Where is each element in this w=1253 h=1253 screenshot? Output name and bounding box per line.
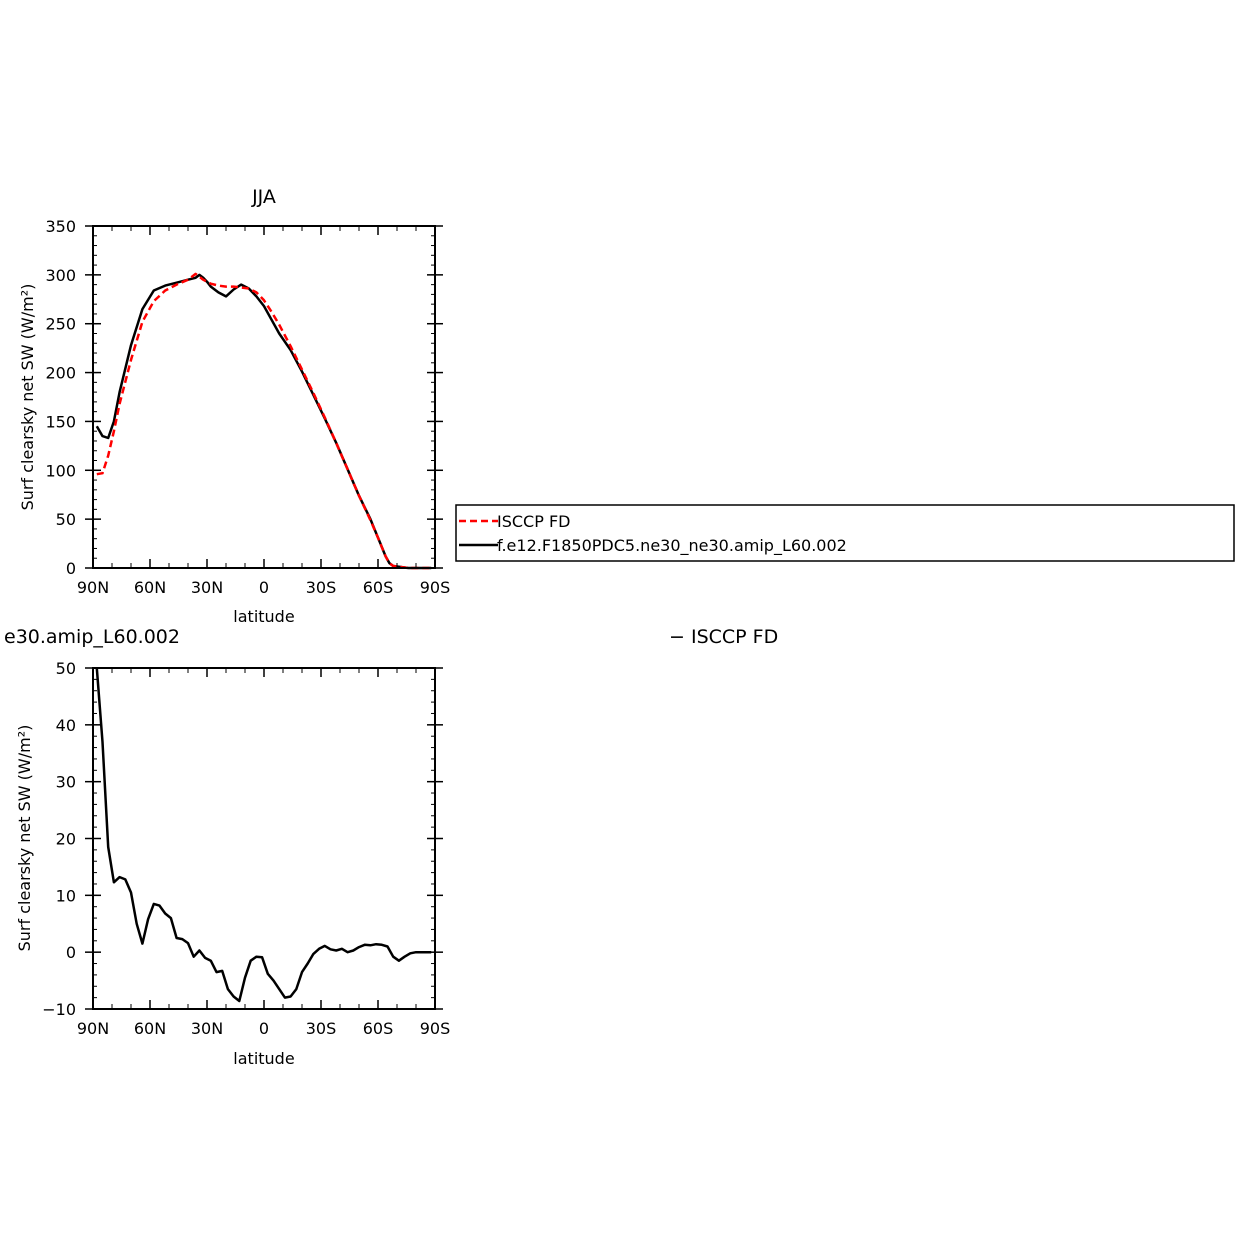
y-tick-label: 10 [56, 886, 76, 905]
chart-bottom-title: e30.amip_L60.002 [4, 626, 180, 648]
y-tick-label: 50 [56, 510, 76, 529]
x-tick-label: 30N [191, 578, 223, 597]
chart-bottom-series-layer [95, 667, 432, 1003]
x-tick-label: 60S [363, 578, 394, 597]
x-tick-label: 90S [420, 578, 451, 597]
x-tick-label: 30N [191, 1019, 223, 1038]
chart-top-xlabel: latitude [233, 607, 294, 626]
x-tick-label: 90S [420, 1019, 451, 1038]
chart-top-ticks: 90N 60N 30N 0 30S 60S 90S 0 50 100 150 200 250 300 350 [45, 217, 450, 597]
x-tick-label: 60S [363, 1019, 394, 1038]
y-tick-label: 100 [45, 461, 76, 480]
y-tick-label: 250 [45, 315, 76, 334]
chart-bottom-ylabel: Surf clearsky net SW (W/m²) [15, 725, 34, 952]
chart-top-title: JJA [251, 186, 276, 208]
x-tick-label: 0 [259, 1019, 269, 1038]
chart-bottom-title-right: − ISCCP FD [669, 626, 778, 648]
legend: ISCCP FD f.e12.F1850PDC5.ne30_ne30.amip_… [455, 504, 1235, 562]
chart-bottom-frame [92, 667, 436, 1010]
y-tick-label: 0 [66, 943, 76, 962]
chart-bottom-xlabel: latitude [233, 1049, 294, 1068]
x-tick-label: 90N [77, 578, 109, 597]
x-tick-label: 60N [134, 578, 166, 597]
chart-top: JJA 90N 60N 30N 0 30S 60S 90S 0 50 100 150 200 250 30… [18, 186, 450, 626]
y-tick-label: 40 [56, 716, 76, 735]
y-tick-label: 30 [56, 773, 76, 792]
chart-bottom: e30.amip_L60.002 − ISCCP FD 90N 60N 30N 0 30… [4, 626, 778, 1068]
series-line-isccp-fd [96, 272, 432, 570]
chart-top-frame [92, 225, 436, 569]
y-tick-label: 350 [45, 217, 76, 236]
x-tick-label: 90N [77, 1019, 109, 1038]
chart-bottom-ticks: 90N 60N 30N 0 30S 60S 90S −10 0 10 20 30 40 50 [42, 659, 450, 1038]
y-tick-label: 50 [56, 659, 76, 678]
y-tick-label: 20 [56, 830, 76, 849]
legend-label-model: f.e12.F1850PDC5.ne30_ne30.amip_L60.002 [497, 536, 847, 556]
chart-top-series-layer [95, 272, 432, 570]
y-tick-label: 0 [66, 559, 76, 578]
x-tick-label: 60N [134, 1019, 166, 1038]
chart-top-ylabel: Surf clearsky net SW (W/m²) [18, 284, 37, 511]
x-tick-label: 30S [306, 578, 337, 597]
legend-box [455, 504, 1235, 562]
series-line-model [95, 667, 432, 1003]
x-tick-label: 0 [259, 578, 269, 597]
x-tick-label: 30S [306, 1019, 337, 1038]
y-tick-label: 300 [45, 266, 76, 285]
y-tick-label: −10 [42, 1000, 76, 1019]
y-tick-label: 200 [45, 364, 76, 383]
legend-label-isccp: ISCCP FD [497, 512, 570, 531]
series-line-model [95, 273, 432, 570]
y-tick-label: 150 [45, 412, 76, 431]
